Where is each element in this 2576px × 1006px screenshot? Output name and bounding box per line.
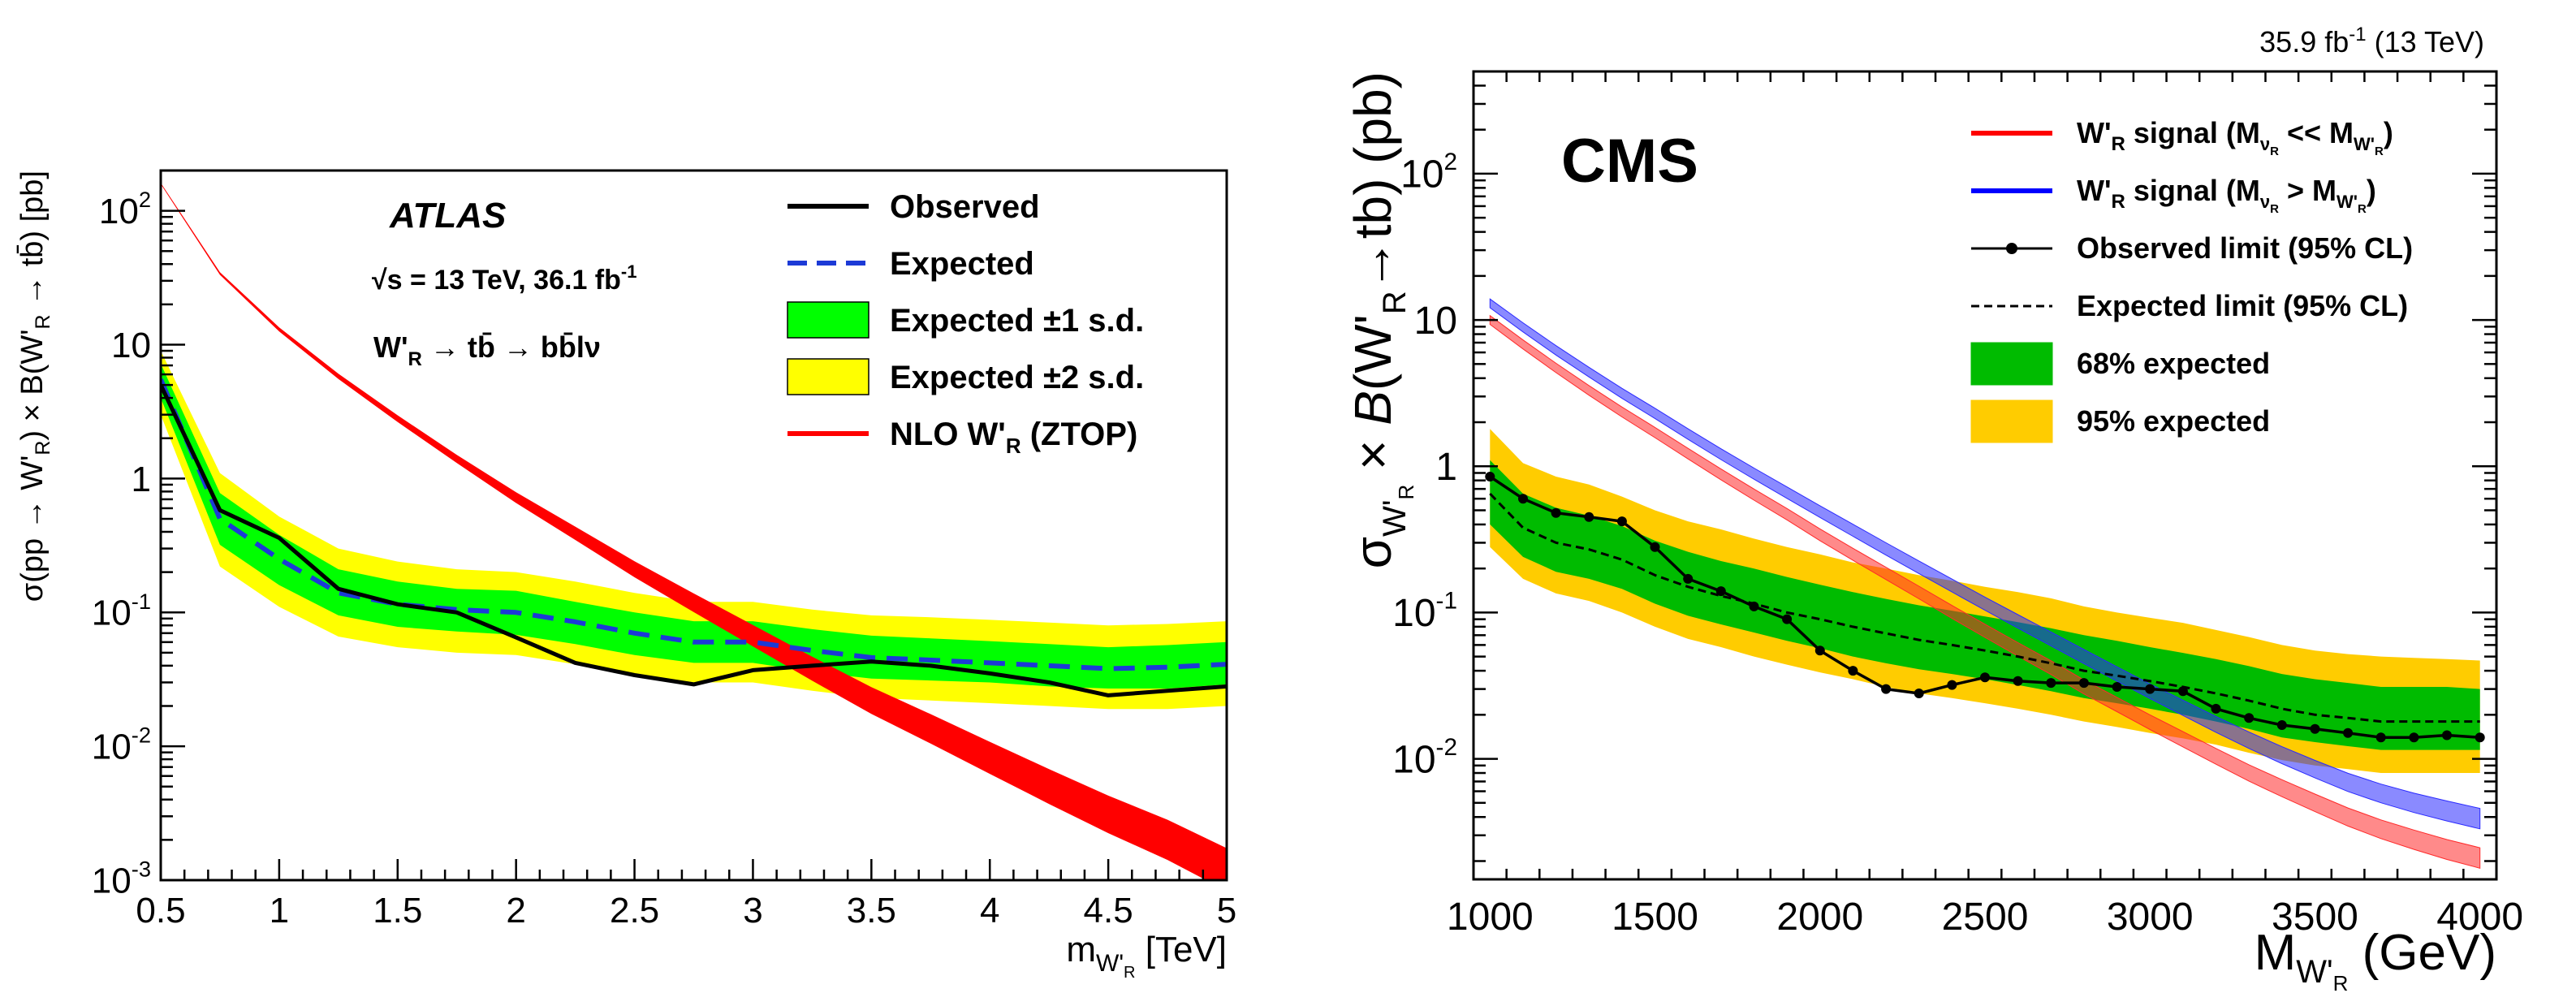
x-tick-label: 2 xyxy=(506,891,525,930)
y-tick-label: 10-1 xyxy=(92,589,151,633)
legend-label: Observed limit (95% CL) xyxy=(2077,231,2413,265)
plot-frame xyxy=(1472,70,2498,881)
expected-line xyxy=(161,378,1227,671)
observed-marker xyxy=(1814,645,1825,656)
legend-swatch xyxy=(1970,342,2053,386)
y-tick-label: 10-2 xyxy=(92,723,151,767)
observed-marker xyxy=(1485,472,1495,481)
legend-label: Expected ±2 s.d. xyxy=(890,360,1144,395)
nlo-theory-band xyxy=(161,183,1227,880)
observed-marker xyxy=(2375,732,2386,743)
legend-swatch xyxy=(1970,399,2053,443)
x-tick-label: 1500 xyxy=(1612,896,1698,939)
energy-label: √s = 13 TeV, 36.1 fb-1 xyxy=(372,261,636,296)
x-tick-label: 3500 xyxy=(2272,896,2358,939)
x-tick-label: 2500 xyxy=(1942,896,2029,939)
observed-marker xyxy=(1683,573,1694,584)
observed-marker xyxy=(1551,507,1561,518)
y-tick-label: 1 xyxy=(132,460,151,499)
process-label: W'R → tb̄ → bb̄lν xyxy=(373,330,601,370)
legend-marker xyxy=(2006,243,2017,254)
y-tick-label: 102 xyxy=(99,187,151,231)
legend-label: Expected ±1 s.d. xyxy=(890,303,1144,339)
plot-area xyxy=(161,183,1227,880)
observed-marker xyxy=(1980,672,1990,683)
observed-marker xyxy=(2145,684,2155,694)
observed-marker xyxy=(2177,686,2188,697)
legend-label: NLO W'R (ZTOP) xyxy=(890,417,1137,458)
observed-marker xyxy=(1947,680,1957,690)
observed-marker xyxy=(1715,586,1726,597)
legend-label: W'R signal (MνR > MW'R) xyxy=(2077,174,2376,216)
observed-marker xyxy=(2046,678,2056,689)
legend-label: 68% expected xyxy=(2077,347,2270,380)
observed-marker xyxy=(1749,601,1759,611)
signal-blue-band xyxy=(1489,298,2481,830)
y-axis-title: σW'R × B(W'R→tb) (pb) xyxy=(1344,71,1418,568)
observed-marker xyxy=(2475,732,2485,743)
y-tick-label: 10 xyxy=(1414,300,1457,343)
signal-red-band xyxy=(1489,314,2481,869)
legend-label: 95% expected xyxy=(2077,404,2270,438)
observed-marker xyxy=(1881,684,1892,694)
observed-marker xyxy=(2409,732,2419,743)
cms-limit-chart: 1000 1500 2000 2500 3000 3500 4000 10-2 10-1 1 10 1… xyxy=(1344,24,2523,995)
x-tick-label: 4 xyxy=(980,891,999,930)
x-tick-label: 1.5 xyxy=(373,891,422,930)
y-tick-label: 1 xyxy=(1435,446,1457,489)
observed-marker xyxy=(1782,614,1793,624)
plot-frame xyxy=(159,169,1228,882)
observed-marker xyxy=(1914,689,1924,698)
observed-marker xyxy=(2343,728,2354,738)
legend-swatch xyxy=(787,301,869,339)
lumi-label: 35.9 fb-1 (13 TeV) xyxy=(2259,24,2484,58)
x-tick-label: 4000 xyxy=(2436,896,2523,939)
atlas-limit-chart: 0.5 1 1.5 2 2.5 3 3.5 4 4.5 5 10-3 10-2 10-1 1 10 102 AT… xyxy=(15,169,1236,982)
observed-marker xyxy=(2112,682,2122,692)
x-axis-title: MW'R (GeV) xyxy=(2255,925,2496,995)
observed-marker xyxy=(2013,676,2023,686)
x-tick-label: 2000 xyxy=(1776,896,1863,939)
x-axis-title: mW'R [TeV] xyxy=(1066,930,1227,982)
observed-marker xyxy=(2310,723,2320,734)
experiment-label: CMS xyxy=(1561,127,1698,196)
observed-marker xyxy=(1848,666,1858,676)
observed-marker xyxy=(1650,542,1660,552)
observed-marker xyxy=(2442,730,2452,740)
legend-label: Expected limit (95% CL) xyxy=(2077,289,2408,322)
x-tick-label: 3.5 xyxy=(847,891,896,930)
x-tick-label: 3000 xyxy=(2107,896,2194,939)
y-axis-title: σ(pp → W'R) × B(W'R → tb̄) [pb] xyxy=(15,171,54,602)
observed-line xyxy=(161,384,1227,697)
observed-marker xyxy=(2244,713,2255,723)
plot-area xyxy=(1485,298,2485,869)
legend-label: Expected xyxy=(890,246,1034,282)
x-tick-label: 4.5 xyxy=(1084,891,1133,930)
y-tick-label: 10-3 xyxy=(92,857,151,901)
x-tick-label: 1 xyxy=(270,891,289,930)
x-tick-label: 0.5 xyxy=(136,891,185,930)
legend-label: W'R signal (MνR << MW'R) xyxy=(2077,116,2393,158)
expected-limit-line xyxy=(1489,492,2480,723)
experiment-label: ATLAS xyxy=(389,196,506,235)
band-68 xyxy=(1490,460,2480,750)
observed-marker xyxy=(1518,494,1528,504)
observed-marker xyxy=(1616,516,1627,527)
y-tick-label: 10-2 xyxy=(1392,734,1457,782)
x-tick-label: 1000 xyxy=(1447,896,1534,939)
legend-swatch xyxy=(787,358,869,395)
observed-marker xyxy=(1584,512,1594,522)
y-tick-label: 102 xyxy=(1400,149,1457,196)
x-tick-label: 2.5 xyxy=(610,891,659,930)
x-tick-label: 3 xyxy=(743,891,762,930)
y-tick-label: 10-1 xyxy=(1392,588,1457,636)
observed-marker xyxy=(2078,678,2089,689)
y-tick-label: 10 xyxy=(111,326,151,365)
x-tick-label: 5 xyxy=(1217,891,1236,930)
observed-marker xyxy=(2276,720,2287,730)
observed-marker xyxy=(2211,703,2221,714)
legend-label: Observed xyxy=(890,189,1040,225)
